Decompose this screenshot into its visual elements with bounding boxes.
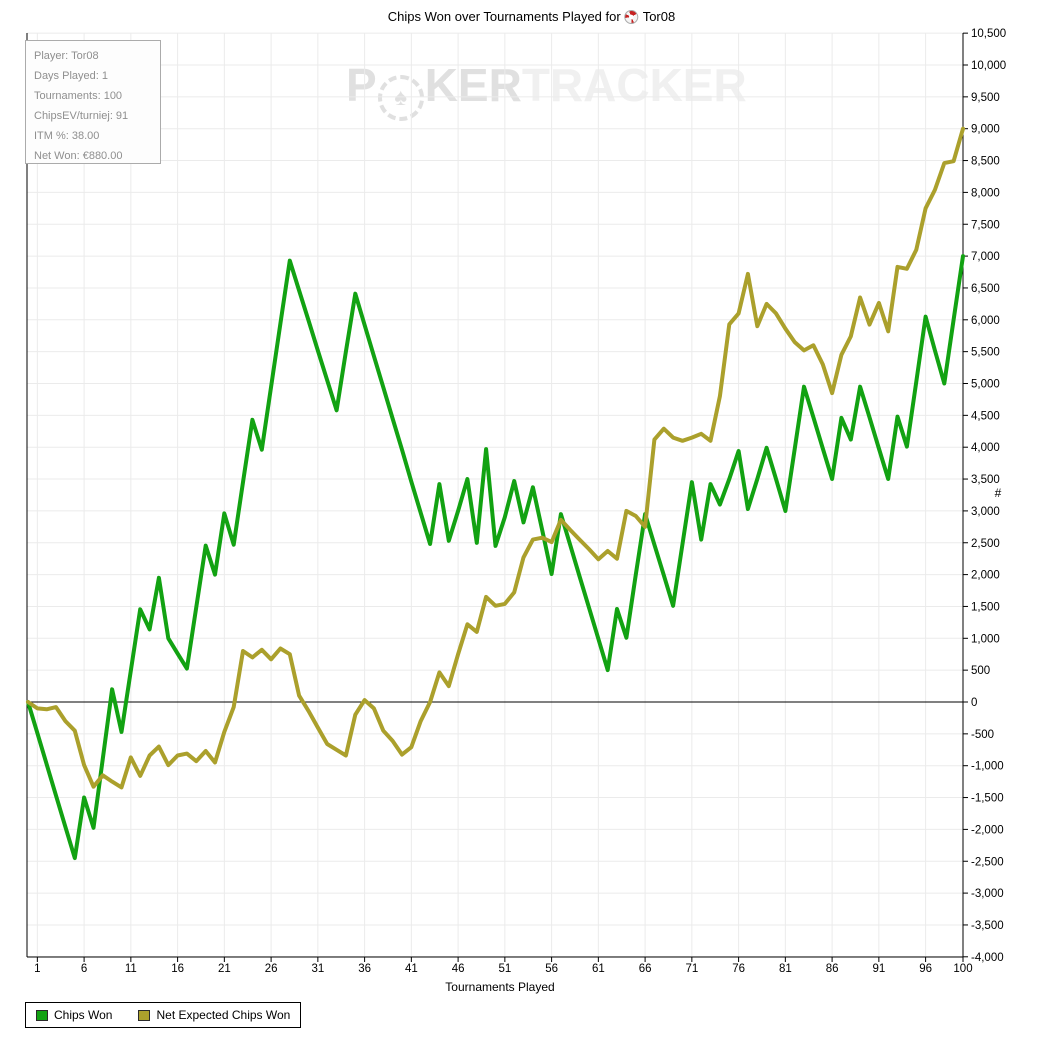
x-axis-ticks: 1 6 11 16 21 26 31 36 41 46 51 56 61 66 71 76 81 86 91 96 10… [34, 957, 973, 975]
svg-text:91: 91 [872, 963, 885, 975]
pokertracker-watermark: P ♠ KERTRACKER [346, 58, 747, 121]
svg-text:10,500: 10,500 [971, 28, 1006, 40]
svg-text:4,000: 4,000 [971, 442, 1000, 454]
svg-text:4,500: 4,500 [971, 410, 1000, 422]
svg-text:66: 66 [639, 963, 652, 975]
player-info-tooltip: Player: Tor08 Days Played: 1 Tournaments… [25, 40, 161, 164]
gridlines [27, 32, 964, 958]
tooltip-tournaments: Tournaments: 100 [34, 90, 123, 102]
svg-text:500: 500 [971, 665, 990, 677]
svg-text:5,000: 5,000 [971, 379, 1000, 391]
svg-text:9,500: 9,500 [971, 92, 1000, 104]
net-expected-swatch [138, 1009, 151, 1021]
series-line-chips-won [26, 254, 965, 861]
watermark-tracker: TRACKER [521, 59, 747, 111]
svg-text:41: 41 [405, 963, 418, 975]
tooltip-itm: ITM %: 38.00 [34, 130, 100, 142]
chart-legend: Chips Won Net Expected Chips Won [25, 1002, 302, 1028]
svg-text:36: 36 [358, 963, 371, 975]
svg-text:100: 100 [953, 963, 972, 975]
chart-title: Chips Won over Tournaments Played for To… [387, 7, 676, 26]
svg-text:-1,500: -1,500 [971, 793, 1004, 805]
svg-text:6,000: 6,000 [971, 315, 1000, 327]
svg-text:-2,000: -2,000 [971, 824, 1004, 836]
tooltip-days-played: Days Played: 1 [34, 70, 108, 82]
legend-label-chips-won: Chips Won [54, 1008, 113, 1022]
chips-won-swatch [36, 1009, 48, 1021]
svg-text:8,500: 8,500 [971, 156, 1000, 168]
svg-text:96: 96 [919, 963, 932, 975]
chart-title-player: Tor08 [642, 9, 676, 24]
legend-item-net-expected: Net Expected Chips Won [138, 1008, 290, 1022]
svg-text:1,000: 1,000 [971, 633, 1000, 645]
svg-text:-2,500: -2,500 [971, 856, 1004, 868]
svg-text:-3,500: -3,500 [971, 920, 1004, 932]
tooltip-net-won: Net Won: €880.00 [34, 150, 123, 162]
series-line-net-expected-chips-won [26, 126, 965, 790]
svg-text:10,000: 10,000 [971, 60, 1006, 72]
svg-text:56: 56 [545, 963, 558, 975]
svg-text:2,500: 2,500 [971, 538, 1000, 550]
svg-text:26: 26 [265, 963, 278, 975]
legend-item-chips-won: Chips Won [36, 1008, 112, 1022]
svg-text:46: 46 [452, 963, 465, 975]
chart-title-text: Chips Won over Tournaments Played for [387, 9, 621, 24]
svg-text:16: 16 [171, 963, 184, 975]
axes [26, 33, 964, 958]
svg-text:6,500: 6,500 [971, 283, 1000, 295]
svg-text:-1,000: -1,000 [971, 761, 1004, 773]
svg-text:9,000: 9,000 [971, 124, 1000, 136]
svg-text:61: 61 [592, 963, 605, 975]
tooltip-chips-ev: ChipsEV/turniej: 91 [34, 110, 129, 122]
svg-text:5,500: 5,500 [971, 347, 1000, 359]
watermark-ker: KER [424, 59, 522, 111]
tooltip-player: Player: Tor08 [34, 50, 99, 62]
svg-text:76: 76 [732, 963, 745, 975]
svg-text:8,000: 8,000 [971, 187, 1000, 199]
svg-text:71: 71 [685, 963, 698, 975]
svg-text:3,000: 3,000 [971, 506, 1000, 518]
y-axis-ticks: -4,000 -3,500 -3,000 -2,500 -2,000 -1,500 -1,0… [963, 28, 1006, 964]
y-axis-title: # [995, 486, 1002, 500]
svg-text:81: 81 [779, 963, 792, 975]
svg-text:21: 21 [218, 963, 231, 975]
svg-text:1,500: 1,500 [971, 601, 1000, 613]
legend-label-net-expected: Net Expected Chips Won [156, 1008, 291, 1022]
svg-text:86: 86 [826, 963, 839, 975]
svg-text:6: 6 [81, 963, 87, 975]
svg-text:-3,000: -3,000 [971, 888, 1004, 900]
svg-text:31: 31 [311, 963, 324, 975]
x-axis-title: Tournaments Played [445, 980, 554, 994]
svg-text:3,500: 3,500 [971, 474, 1000, 486]
poker-chip-icon [622, 7, 641, 26]
svg-text:1: 1 [34, 963, 40, 975]
svg-text:-4,000: -4,000 [971, 952, 1004, 964]
svg-text:7,500: 7,500 [971, 219, 1000, 231]
svg-text:51: 51 [498, 963, 511, 975]
watermark-chip-icon: ♠ [377, 75, 424, 121]
svg-text:11: 11 [125, 963, 137, 975]
svg-text:2,000: 2,000 [971, 570, 1000, 582]
svg-text:0: 0 [971, 697, 977, 709]
svg-text:-500: -500 [971, 729, 994, 741]
svg-text:7,000: 7,000 [971, 251, 1000, 263]
watermark-p: P [346, 59, 377, 111]
